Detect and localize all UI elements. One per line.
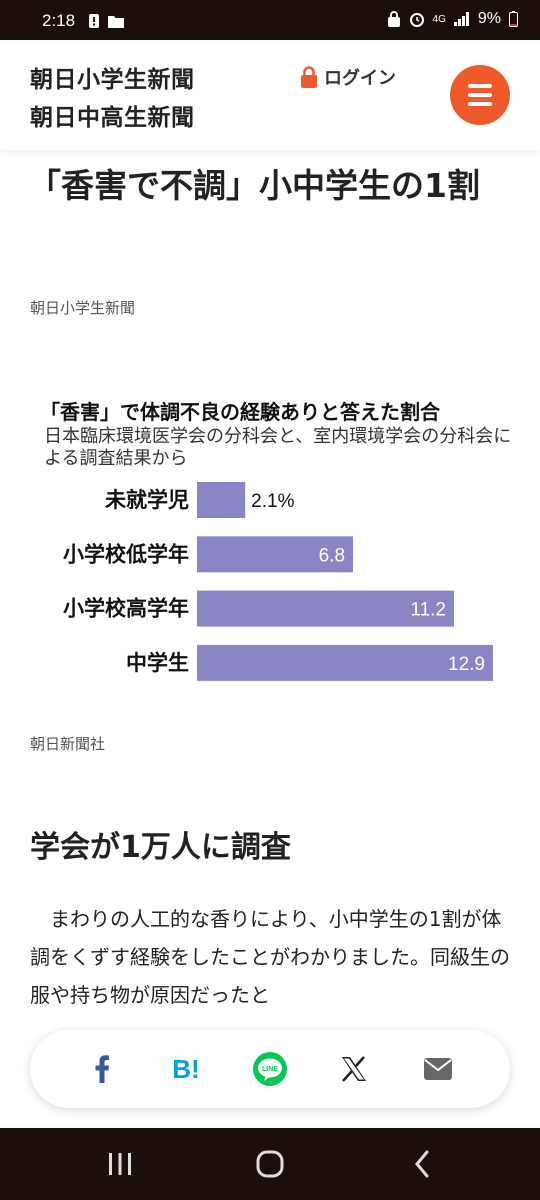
back-icon [415, 1150, 429, 1178]
recent-apps-button[interactable] [100, 1148, 140, 1180]
alarm-icon [409, 13, 424, 27]
line-logo-text: LINE [262, 1066, 278, 1073]
hamburger-line [468, 93, 492, 97]
bar [197, 482, 246, 518]
home-button[interactable] [250, 1148, 290, 1180]
menu-button[interactable] [450, 65, 510, 125]
article-title: 「香害で不調」小中学生の1割 [28, 166, 480, 205]
lock-icon [301, 66, 317, 88]
value-label: 2.1% [251, 491, 294, 512]
logo-elementary-newspaper[interactable]: 朝日小学生新聞 [30, 60, 195, 94]
value-label: 12.9 [448, 654, 485, 675]
category-label: 小学校高学年 [63, 597, 189, 621]
chart-subtitle: 日本臨床環境医学会の分科会と、室内環境学会の分科会による調査結果から [44, 426, 512, 469]
share-line-button[interactable]: LINE [248, 1047, 292, 1091]
share-hatena-button[interactable]: B! [164, 1047, 208, 1091]
system-nav-bar [0, 1128, 540, 1200]
folder-icon [108, 16, 124, 28]
status-notification-icons [88, 13, 124, 29]
logo-elementary-text: 朝日小学生新聞 [30, 67, 195, 93]
battery-percent: 9% [477, 10, 501, 27]
status-system-icons: 4G 9% [387, 10, 518, 28]
article-credit: 朝日小学生新聞 [30, 299, 136, 317]
category-label: 中学生 [126, 651, 189, 675]
article-body: まわりの人工的な香りにより、小中学生の1割が体調をくずす経験をしたことがわかりま… [30, 907, 510, 1007]
value-label: 6.8 [319, 545, 345, 566]
alert-icon [89, 14, 99, 28]
home-icon [256, 1150, 284, 1178]
section-heading: 学会が1万人に調査 [30, 830, 291, 865]
bar-chart: 「香害」で体調不良の経験ありと答えた割合 日本臨床環境医学会の分科会と、室内環境… [40, 392, 511, 692]
chart-credit: 朝日新聞社 [30, 735, 106, 753]
x-icon [342, 1056, 366, 1082]
line-icon: LINE [253, 1052, 287, 1086]
facebook-icon [95, 1055, 109, 1083]
status-bar: 2:18 4G 9% [0, 0, 540, 40]
share-mail-button[interactable] [416, 1047, 460, 1091]
category-label: 小学校低学年 [63, 542, 189, 566]
hamburger-line [468, 84, 492, 88]
status-time: 2:18 [42, 11, 76, 30]
share-x-button[interactable] [332, 1047, 376, 1091]
bar [197, 536, 354, 573]
mail-icon [424, 1058, 452, 1080]
login-label: ログイン [324, 68, 396, 89]
logo-secondary-text: 朝日中高生新聞 [30, 105, 195, 131]
network-type: 4G [432, 13, 446, 25]
back-button[interactable] [402, 1148, 442, 1180]
bar [197, 590, 454, 627]
share-bar: B! LINE [30, 1030, 510, 1108]
bar [197, 644, 493, 681]
signal-icon [453, 12, 469, 26]
chart-plot: 未就学児 2.1% 小学校低学年 6.8 小学校高学年 11.2 中学生 12.9 [63, 482, 493, 681]
site-header: 朝日小学生新聞 朝日中高生新聞 ログイン [0, 40, 540, 150]
lock-status-icon [387, 11, 400, 27]
share-facebook-button[interactable] [80, 1047, 124, 1091]
recent-apps-icon [109, 1153, 131, 1175]
category-label: 未就学児 [105, 488, 189, 512]
hamburger-line [468, 102, 492, 106]
hatena-bookmark-icon: B! [172, 1053, 200, 1084]
login-link[interactable]: ログイン [300, 64, 396, 90]
chart-title: 「香害」で体調不良の経験ありと答えた割合 [40, 400, 440, 424]
logo-secondary-newspaper[interactable]: 朝日中高生新聞 [30, 98, 195, 132]
battery-icon [509, 11, 518, 27]
value-label: 11.2 [410, 600, 446, 621]
